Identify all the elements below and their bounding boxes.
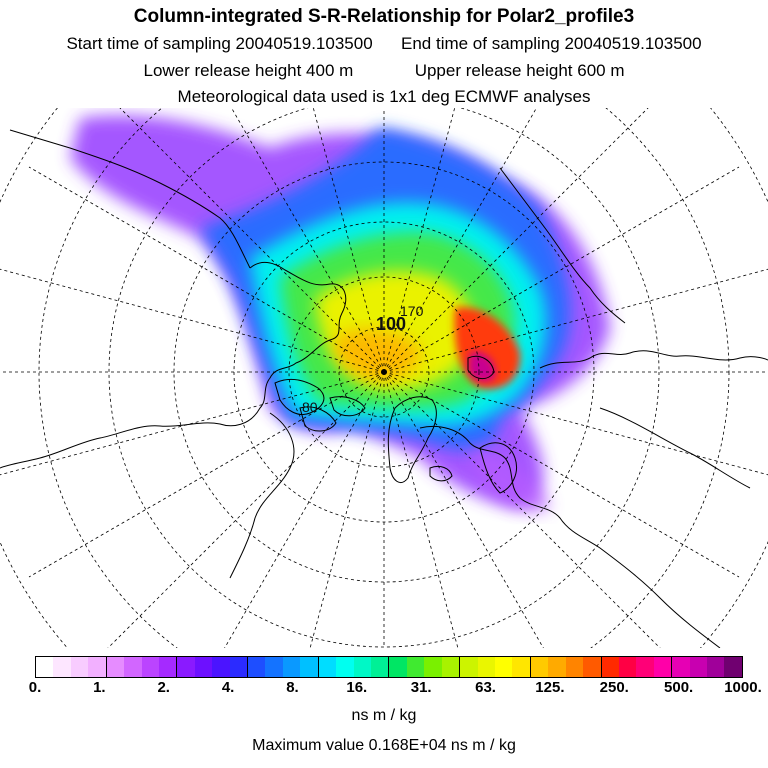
colorbar-tick-label: 250. (599, 679, 629, 696)
upper-release-height: Upper release height 600 m (414, 61, 625, 80)
colorbar-swatch (477, 657, 495, 677)
field-purple-se (470, 448, 550, 512)
colorbar-swatch (265, 657, 283, 677)
lower-release-height: Lower release height 400 m (143, 61, 354, 80)
meridians (0, 108, 768, 648)
colorbar-swatch (88, 657, 107, 677)
colorbar-swatch (229, 657, 249, 677)
colorbar-tick-label: 31. (410, 679, 432, 696)
end-time: End time of sampling 20040519.103500 (401, 34, 702, 53)
graticule (0, 108, 768, 648)
colorbar-swatch (300, 657, 319, 677)
pole-labels: 100 170 80 (302, 303, 424, 415)
colorbar-swatch (158, 657, 178, 677)
coast-hudson-bay (229, 412, 295, 579)
colorbar-tick-label: 8. (286, 679, 299, 696)
latitude-circle (288, 276, 480, 468)
coast-iceland (429, 465, 453, 482)
colorbar-swatch (36, 657, 54, 677)
colorbar-swatch (460, 657, 478, 677)
pole-label-170: 170 (400, 303, 424, 319)
colorbar-swatch (494, 657, 513, 677)
coast-north-america (0, 261, 347, 469)
colorbar-tick-label: 0. (28, 679, 42, 696)
colorbar-swatch (371, 657, 390, 677)
colorbar-swatch (583, 657, 602, 677)
polar-map: 100 170 80 (0, 108, 768, 648)
sampling-times: Start time of sampling 20040519.103500 E… (0, 34, 768, 54)
colorbar-tick-label: 63. (475, 679, 496, 696)
coast-greenland (387, 396, 437, 483)
colorbar-swatch (565, 657, 584, 677)
colorbar-swatch (141, 657, 159, 677)
colorbar-swatch (636, 657, 654, 677)
colorbar-swatch (724, 657, 742, 677)
coast-svalbard (467, 355, 495, 379)
colorbar-swatch (336, 657, 354, 677)
field-magenta (468, 352, 496, 382)
coast-siberia (539, 350, 768, 369)
colorbar-tick-label: 500. (664, 679, 694, 696)
colorbar-swatch (653, 657, 673, 677)
colorbar-swatch (601, 657, 619, 677)
colorbar-swatch (106, 657, 125, 677)
colorbar-swatch (70, 657, 89, 677)
colorbar-swatch (177, 657, 195, 677)
colorbar-swatch (282, 657, 301, 677)
colorbar-swatch (248, 657, 266, 677)
colorbar-swatch (353, 657, 372, 677)
release-heights: Lower release height 400 m Upper release… (0, 61, 768, 81)
colorbar-tick-label: 16. (346, 679, 368, 696)
plot-title: Column-integrated S-R-Relationship for P… (133, 6, 635, 27)
field-orange (334, 329, 421, 381)
colorbar-swatch (512, 657, 531, 677)
colorbar-swatch (124, 657, 142, 677)
colorbar-tick-label: 2. (157, 679, 170, 696)
colorbar-tick-label: 1. (93, 679, 106, 696)
colorbar-tick-label: 1000. (724, 679, 762, 696)
coast-canada-islands (274, 378, 366, 432)
coastlines (0, 129, 768, 648)
colorbar-swatch (194, 657, 213, 677)
pole-label-100: 100 (376, 314, 406, 334)
colorbar-swatch (689, 657, 708, 677)
coast-east-siberia (499, 167, 626, 324)
latitude-circle (108, 108, 660, 648)
colorbar-swatch (441, 657, 461, 677)
max-value-note: Maximum value 0.168E+04 ns m / kg (252, 737, 516, 754)
start-time: Start time of sampling 20040519.103500 (66, 34, 373, 53)
colorbar-unit: ns m / kg (351, 707, 417, 724)
colorbar (35, 656, 743, 678)
colorbar-swatch (389, 657, 407, 677)
colorbar-swatch (672, 657, 690, 677)
colorbar-swatch (707, 657, 725, 677)
colorbar-tick-label: 125. (535, 679, 565, 696)
sensitivity-field (70, 115, 610, 512)
colorbar-swatch (406, 657, 425, 677)
colorbar-swatch (53, 657, 71, 677)
coast-asia-south (599, 407, 751, 489)
colorbar-swatch (424, 657, 442, 677)
met-data-note: Meteorological data used is 1x1 deg ECMW… (177, 87, 591, 106)
coast-alaska (9, 129, 251, 269)
contour-label: 80 (302, 399, 318, 415)
map-canvas: 100 170 80 (0, 108, 768, 648)
colorbar-swatch (618, 657, 637, 677)
colorbar-swatch (530, 657, 549, 677)
coast-europe (419, 425, 721, 648)
colorbar-swatch (548, 657, 566, 677)
colorbar-swatch (318, 657, 337, 677)
colorbar-tick-label: 4. (221, 679, 235, 696)
coast-scandinavia (479, 442, 517, 494)
colorbar-swatch (212, 657, 230, 677)
